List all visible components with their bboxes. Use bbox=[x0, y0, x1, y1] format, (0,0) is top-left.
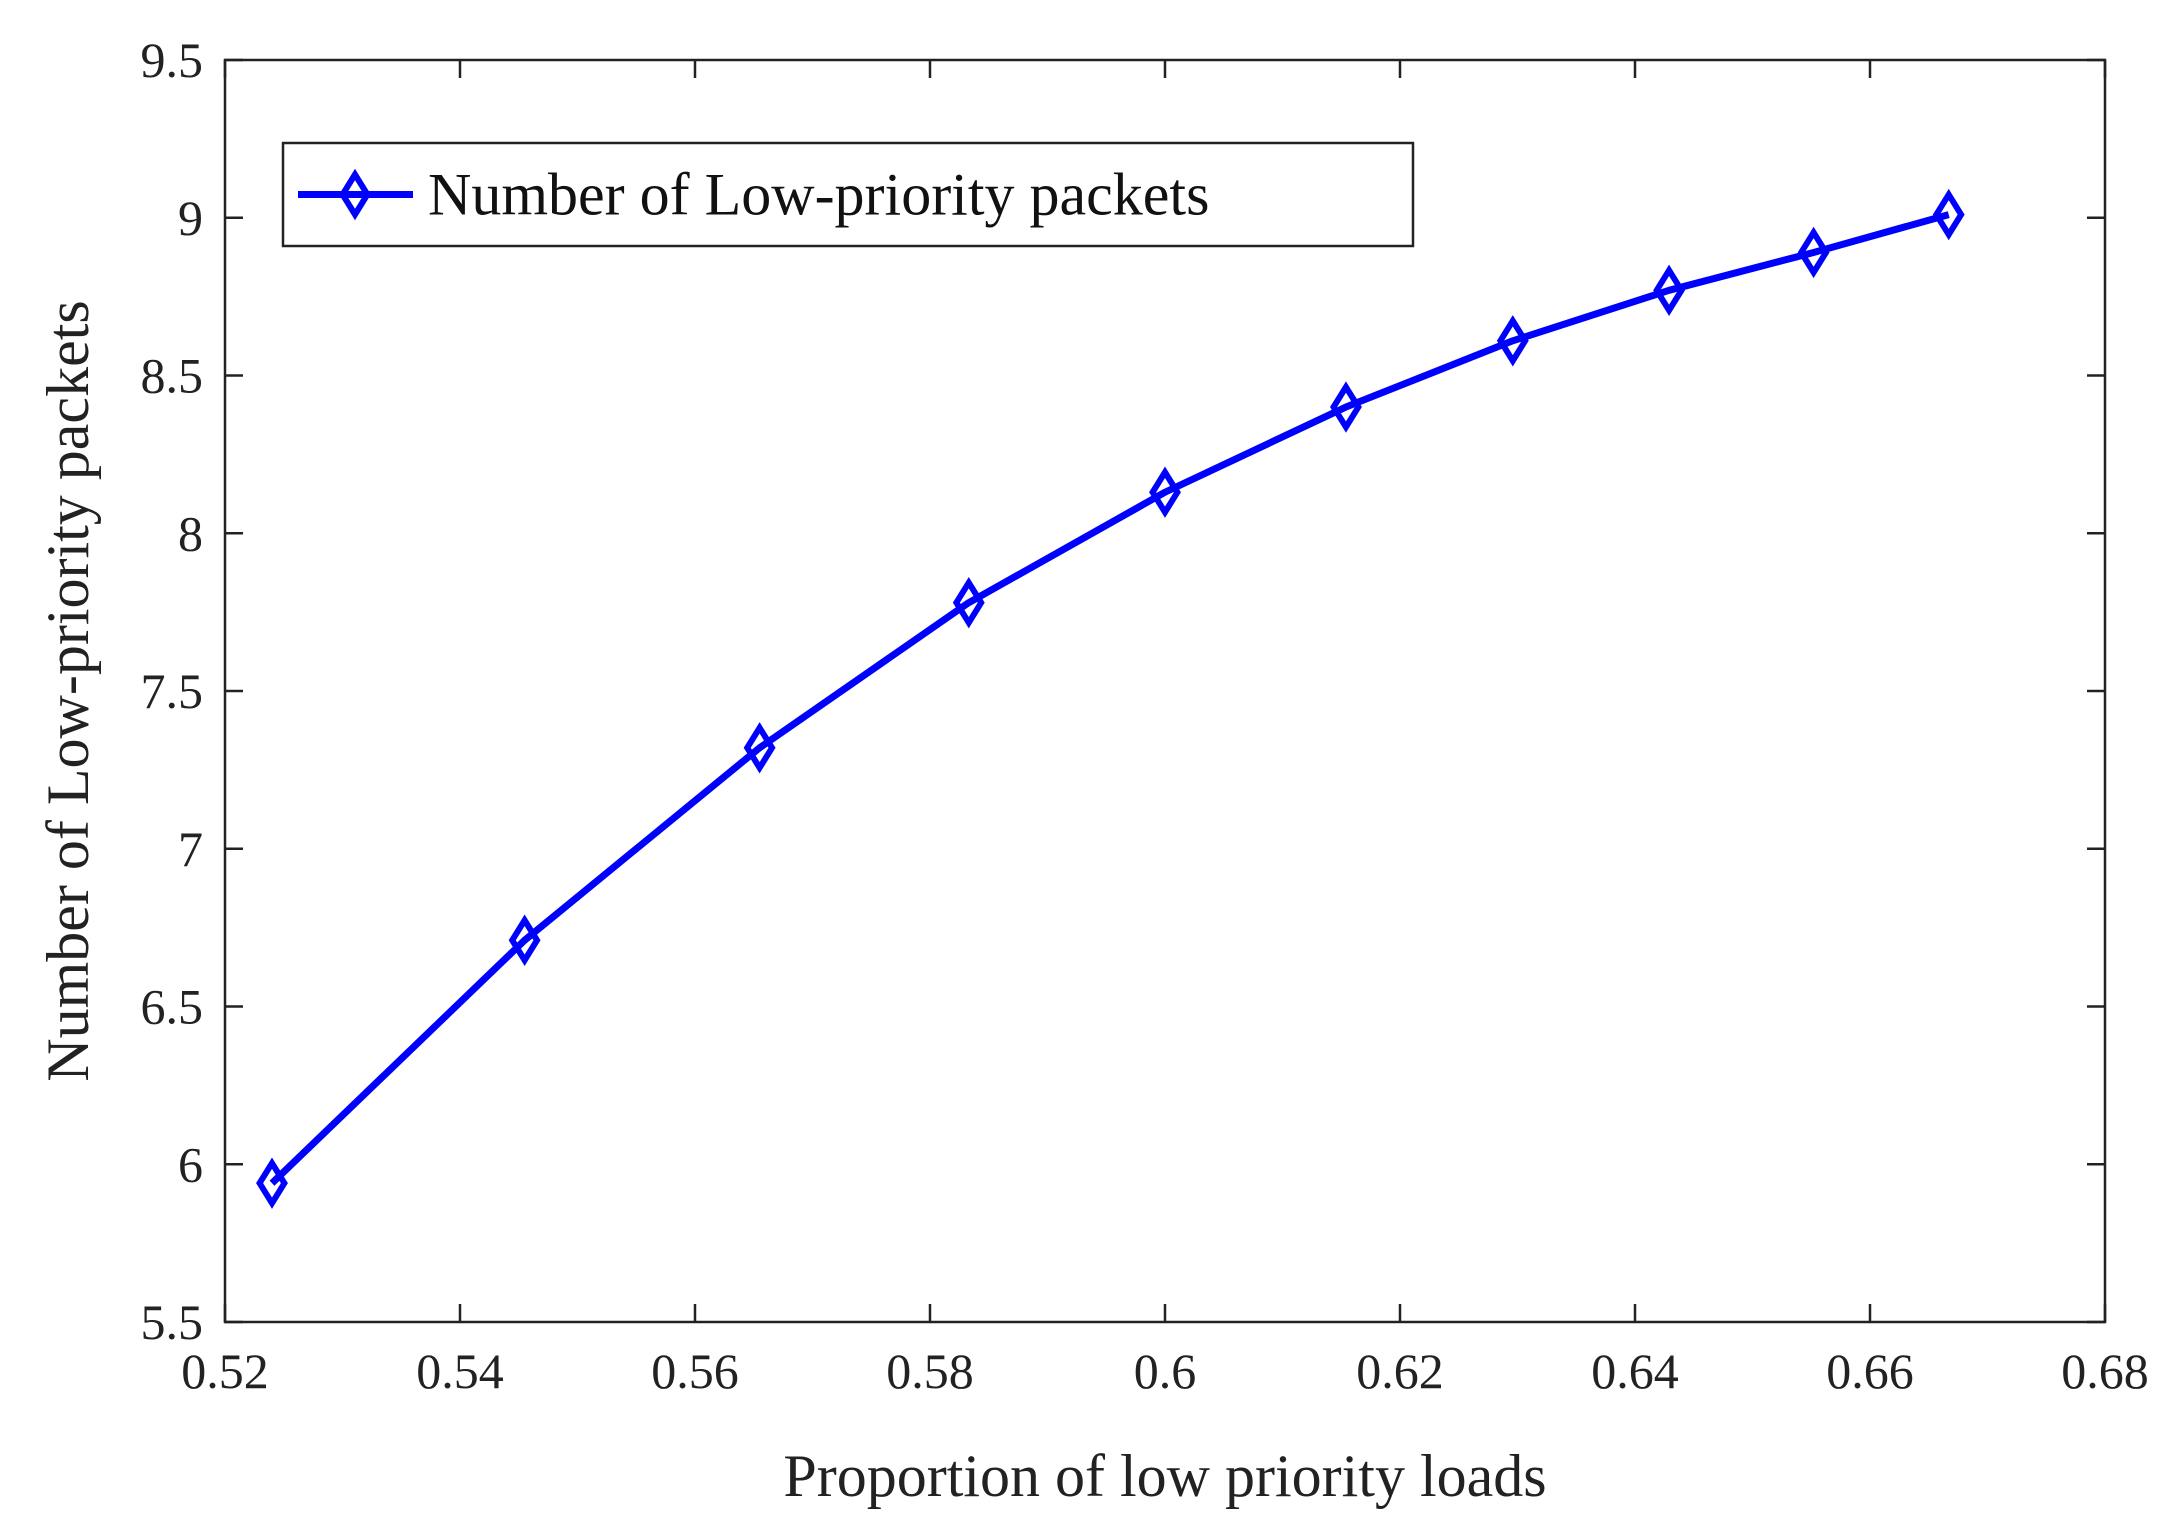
y-tick-label: 6.5 bbox=[141, 979, 204, 1035]
x-tick-label: 0.62 bbox=[1356, 1343, 1444, 1399]
data-point-diamond bbox=[952, 576, 985, 629]
series-line bbox=[269, 211, 1950, 1186]
x-axis-label: Proportion of low priority loads bbox=[783, 1443, 1546, 1509]
data-point-diamond bbox=[1496, 315, 1529, 367]
y-tick-label: 7.5 bbox=[141, 663, 204, 719]
series-layer bbox=[256, 188, 1965, 1209]
x-tick-label: 0.68 bbox=[2061, 1343, 2149, 1399]
data-point-diamond bbox=[256, 1157, 288, 1209]
legend-box bbox=[281, 141, 1415, 248]
x-tick-label: 0.54 bbox=[416, 1343, 504, 1399]
y-tick-label: 9 bbox=[178, 190, 203, 246]
x-tick-label: 0.66 bbox=[1826, 1343, 1914, 1399]
data-point-diamond bbox=[1653, 264, 1685, 317]
data-point-diamond bbox=[743, 722, 776, 774]
y-tick-label: 6 bbox=[178, 1136, 203, 1192]
y-tick-label: 5.5 bbox=[141, 1294, 204, 1350]
data-point-diamond bbox=[1932, 188, 1965, 241]
ticks-layer: 0.52 0.54 0.56 0.58 0.6 0.62 0.64 0.66 0.68 5.5 6 6… bbox=[141, 32, 2149, 1399]
data-point-diamond bbox=[1797, 226, 1830, 279]
x-tick-label: 0.58 bbox=[886, 1343, 974, 1399]
legend: Number of Low-priority packets bbox=[281, 141, 1415, 248]
x-tick-label: 0.52 bbox=[181, 1343, 269, 1399]
legend-entry-label: Number of Low-priority packets bbox=[428, 162, 1209, 228]
data-point-diamond bbox=[1330, 381, 1362, 433]
x-tick-label: 0.56 bbox=[651, 1343, 739, 1399]
y-axis-label: Number of Low-priority packets bbox=[35, 300, 101, 1081]
legend-marker-diamond-icon bbox=[339, 168, 371, 221]
x-tick-label: 0.64 bbox=[1591, 1343, 1679, 1399]
y-tick-label: 7 bbox=[178, 821, 203, 877]
x-tick-label: 0.6 bbox=[1134, 1343, 1197, 1399]
y-tick-label: 8 bbox=[178, 505, 203, 561]
y-tick-label: 9.5 bbox=[141, 32, 204, 88]
plot-frame bbox=[223, 58, 2107, 1324]
data-point-diamond bbox=[508, 914, 541, 966]
data-point-diamond bbox=[1149, 466, 1181, 518]
y-tick-label: 8.5 bbox=[141, 348, 204, 404]
